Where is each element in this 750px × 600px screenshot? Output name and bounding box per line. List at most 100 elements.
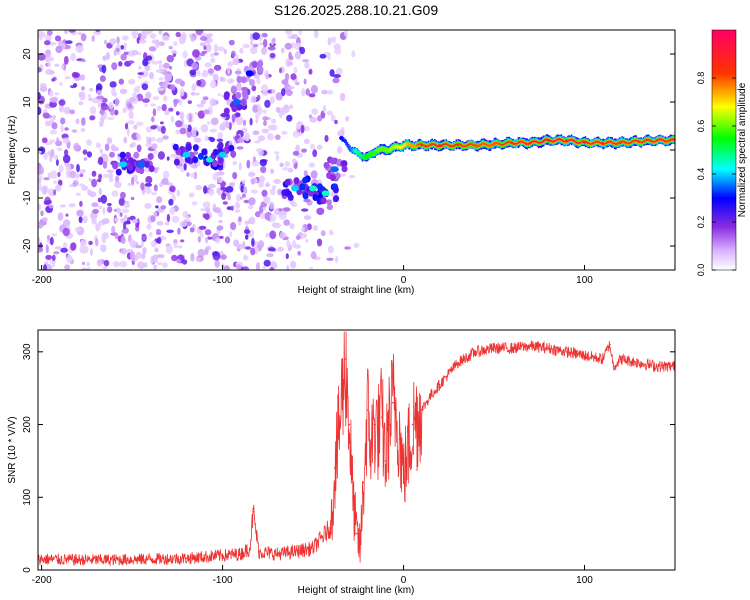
spectral-cluster [172, 141, 199, 166]
ridge-point [393, 146, 396, 149]
snr-point [77, 559, 79, 561]
snr-point [185, 557, 188, 560]
ridge-point [492, 143, 496, 146]
x-tick-label: 0 [401, 575, 407, 586]
ridge-point [366, 156, 369, 159]
ridge-point [420, 144, 423, 147]
spectrogram-x-ticks: -200 -100 0 100 [32, 265, 593, 286]
spectrogram-ridge [339, 134, 675, 162]
snr-point [448, 372, 450, 375]
snr-point [638, 361, 640, 364]
snr-point [348, 423, 351, 426]
y-tick-label: -20 [22, 238, 33, 253]
snr-line-detail [38, 331, 675, 566]
x-tick-label: 0 [401, 275, 407, 286]
ridge-point [655, 139, 659, 142]
y-tick-label: 20 [22, 48, 33, 60]
snr-point [377, 431, 380, 433]
snr-point [359, 547, 361, 549]
ridge-point [384, 148, 387, 152]
spectral-cluster [210, 141, 237, 168]
colorbar-ticks: 0.0 0.2 0.4 0.6 0.8 [696, 72, 736, 277]
snr-points [38, 343, 675, 561]
ridge-point [456, 144, 459, 147]
snr-point [248, 547, 251, 549]
colorbar-tick-label: 0.0 [696, 264, 706, 277]
spectrogram-x-label: Height of straight line (km) [298, 285, 415, 296]
snr-point [149, 558, 151, 560]
snr-point [370, 445, 372, 448]
snr-point [395, 409, 398, 411]
y-tick-label: 100 [22, 488, 33, 505]
snr-point [583, 354, 586, 357]
ridge-point [402, 144, 405, 147]
snr-plot-area [38, 330, 675, 570]
ridge-point [601, 141, 604, 144]
y-tick-label: 200 [22, 416, 33, 433]
snr-point [619, 358, 622, 360]
spectral-cluster [112, 151, 136, 176]
ridge-point [619, 141, 622, 144]
x-tick-label: 100 [576, 575, 593, 586]
snr-point [362, 481, 365, 484]
y-tick-label: 0 [22, 147, 33, 153]
snr-point [381, 416, 383, 419]
snr-point [337, 438, 340, 440]
snr-point [384, 460, 387, 462]
spectrogram-y-label: Frequency (Hz) [7, 116, 18, 185]
snr-point [420, 409, 423, 411]
snr-point [656, 365, 658, 368]
snr-point [321, 536, 323, 539]
snr-point [511, 347, 513, 350]
snr-y-label: SNR (10 * V/V) [7, 416, 18, 483]
snr-point [344, 358, 347, 360]
snr-point [355, 532, 358, 535]
snr-point [352, 496, 354, 499]
snr-point [493, 347, 495, 350]
snr-point [457, 361, 459, 364]
y-tick-label: 0 [22, 567, 33, 573]
colorbar-tick-label: 0.2 [696, 216, 706, 229]
ridge-point [583, 141, 586, 144]
x-tick-label: -100 [213, 275, 233, 286]
snr-point [334, 467, 336, 470]
snr-point [312, 547, 314, 549]
spectral-cluster [223, 90, 249, 115]
ridge-point [339, 136, 342, 140]
snr-point [366, 409, 369, 411]
ridge-point [438, 144, 441, 147]
snr-point [399, 438, 401, 440]
snr-point [438, 383, 441, 386]
x-tick-label: -200 [32, 275, 52, 286]
snr-point [239, 553, 242, 555]
ridge-point [348, 146, 351, 149]
snr-point [529, 345, 531, 347]
snr-point [475, 351, 477, 353]
y-tick-label: -10 [22, 190, 33, 205]
x-tick-label: -100 [213, 575, 233, 586]
colorbar-tick-label: 0.8 [696, 72, 706, 85]
snr-point [609, 343, 611, 346]
y-tick-label: 300 [22, 343, 33, 360]
snr-point [276, 553, 278, 555]
snr-point [547, 347, 550, 350]
colorbar-tick-label: 0.4 [696, 168, 706, 181]
ridge-point [357, 153, 360, 156]
snr-point [388, 423, 390, 426]
snr-point [612, 365, 615, 368]
snr-x-ticks: -200 -100 0 100 [32, 565, 593, 586]
snr-point [373, 423, 376, 426]
colorbar-tick-label: 0.6 [696, 120, 706, 133]
snr-point [411, 423, 414, 426]
snr-point [258, 551, 260, 553]
snr-panel: -200 -100 0 100 0 100 200 300 Height of straig… [7, 329, 676, 596]
ridge-point [510, 141, 514, 144]
snr-point [330, 525, 333, 528]
snr-point [221, 554, 224, 557]
y-tick-label: 10 [22, 96, 33, 108]
chart-title: S126.2025.288.10.21.G09 [274, 2, 438, 18]
snr-point [402, 474, 405, 477]
